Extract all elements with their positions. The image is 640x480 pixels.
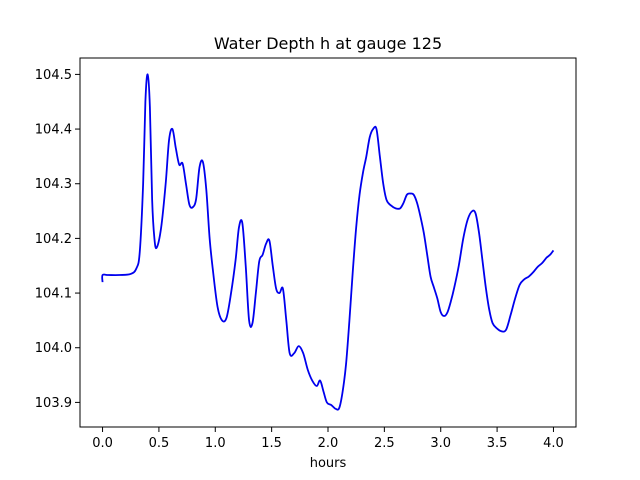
y-tick-label: 104.2 [35, 232, 72, 247]
x-axis: 0.0 0.5 1.0 1.5 2.0 2.5 3.0 3.5 4.0 [92, 427, 564, 451]
x-tick-label: 1.0 [205, 436, 226, 451]
y-tick-label: 104.1 [35, 287, 72, 302]
x-axis-label: hours [310, 456, 347, 471]
x-tick-label: 4.0 [543, 436, 564, 451]
x-tick-label: 1.5 [261, 436, 282, 451]
x-tick-label: 2.0 [318, 436, 339, 451]
y-tick-label: 104.5 [35, 68, 72, 83]
plot-area-frame [79, 57, 577, 428]
series-line-water-depth [101, 73, 555, 411]
x-tick-label: 0.5 [149, 436, 170, 451]
y-tick-label: 104.4 [35, 123, 72, 138]
x-tick-label: 3.5 [487, 436, 508, 451]
x-tick-label: 2.5 [374, 436, 395, 451]
y-tick-label: 103.9 [35, 396, 72, 411]
x-tick-label: 0.0 [92, 436, 113, 451]
y-tick-label: 104.3 [35, 177, 72, 192]
x-tick-label: 3.0 [430, 436, 451, 451]
y-axis: 103.9 104.0 104.1 104.2 104.3 104.4 104.5 [35, 68, 80, 411]
y-tick-label: 104.0 [35, 341, 72, 356]
chart-title: Water Depth h at gauge 125 [214, 34, 442, 53]
